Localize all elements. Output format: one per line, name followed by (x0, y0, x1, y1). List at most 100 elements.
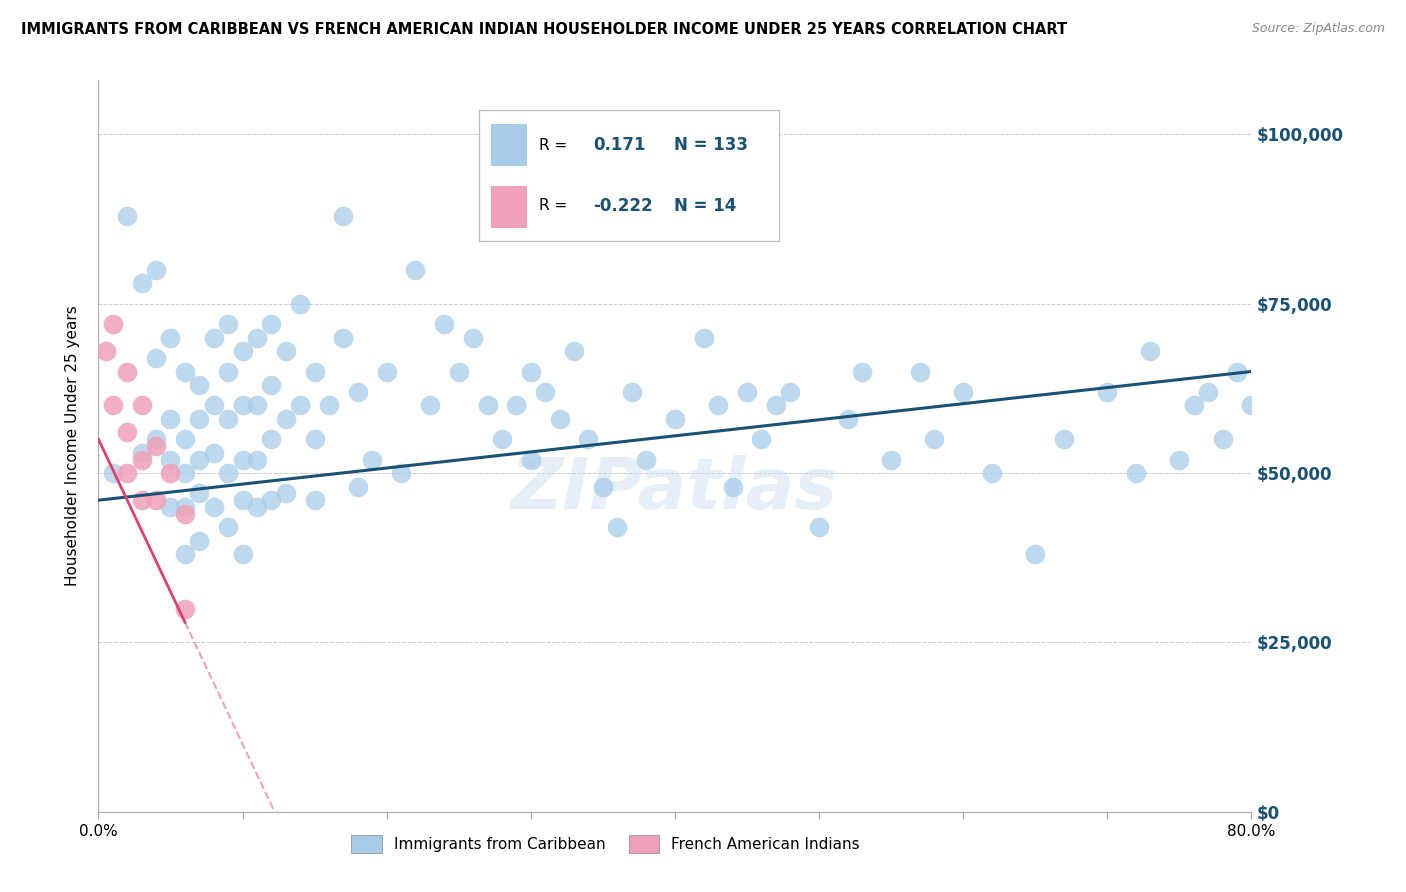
Point (159, 500, 181, 514)
Point (304, 432, 326, 446)
Point (477, 398, 499, 412)
Point (131, 277, 153, 291)
Point (174, 507, 197, 521)
Point (707, 398, 730, 412)
Point (131, 446, 153, 460)
Point (202, 398, 225, 412)
Point (1212, 432, 1234, 446)
Point (274, 412, 297, 426)
Point (231, 452, 254, 467)
Point (188, 378, 211, 392)
Point (117, 425, 139, 440)
Point (145, 263, 167, 277)
Point (246, 331, 269, 345)
Point (202, 331, 225, 345)
Point (174, 601, 197, 615)
Point (505, 398, 527, 412)
Point (246, 452, 269, 467)
Point (159, 412, 181, 426)
Point (260, 432, 283, 446)
Point (1097, 384, 1119, 399)
Point (274, 486, 297, 500)
Point (721, 480, 744, 494)
Point (217, 466, 239, 480)
Point (433, 317, 456, 331)
Point (117, 466, 139, 480)
Point (117, 209, 139, 223)
Point (174, 500, 197, 514)
Point (534, 384, 557, 399)
Point (188, 412, 211, 426)
Point (636, 452, 658, 467)
Point (924, 432, 946, 446)
Point (578, 432, 600, 446)
Point (461, 331, 484, 345)
Point (131, 493, 153, 508)
Point (159, 452, 181, 467)
Point (145, 432, 167, 446)
Point (217, 317, 239, 331)
Point (274, 344, 297, 359)
Point (952, 384, 974, 399)
Point (231, 398, 254, 412)
Point (1226, 364, 1249, 378)
Point (765, 398, 787, 412)
Point (145, 351, 167, 365)
Point (1197, 384, 1219, 399)
Point (332, 209, 354, 223)
Point (145, 439, 167, 453)
Point (419, 398, 441, 412)
Point (1168, 452, 1191, 467)
Point (491, 432, 513, 446)
Point (145, 493, 167, 508)
Point (447, 364, 470, 378)
Point (101, 466, 124, 480)
Point (375, 364, 398, 378)
Point (1139, 344, 1161, 359)
Point (304, 493, 326, 508)
Point (332, 331, 354, 345)
Point (361, 452, 384, 467)
Point (693, 331, 716, 345)
Point (304, 364, 326, 378)
Point (101, 398, 124, 412)
Point (131, 452, 153, 467)
Point (159, 466, 181, 480)
Point (290, 297, 312, 311)
Text: IMMIGRANTS FROM CARIBBEAN VS FRENCH AMERICAN INDIAN HOUSEHOLDER INCOME UNDER 25 : IMMIGRANTS FROM CARIBBEAN VS FRENCH AMER… (21, 22, 1067, 37)
Point (751, 432, 773, 446)
Point (1240, 398, 1263, 412)
Point (1125, 466, 1147, 480)
Point (188, 533, 211, 548)
Point (346, 384, 368, 399)
Point (1182, 398, 1205, 412)
Point (1024, 547, 1046, 561)
Point (520, 364, 543, 378)
Point (131, 398, 153, 412)
Y-axis label: Householder Income Under 25 years: Householder Income Under 25 years (65, 306, 80, 586)
Point (318, 398, 340, 412)
Point (174, 364, 197, 378)
Point (174, 432, 197, 446)
Point (117, 364, 139, 378)
Point (202, 500, 225, 514)
Point (246, 398, 269, 412)
Point (620, 384, 643, 399)
Point (231, 344, 254, 359)
Point (405, 263, 427, 277)
Point (188, 452, 211, 467)
Point (246, 500, 269, 514)
Point (779, 384, 801, 399)
Point (101, 317, 124, 331)
Point (202, 446, 225, 460)
Point (217, 412, 239, 426)
Point (346, 480, 368, 494)
Point (592, 480, 614, 494)
Point (94, 344, 117, 359)
Point (188, 486, 211, 500)
Point (606, 520, 628, 534)
Point (735, 384, 758, 399)
Point (217, 520, 239, 534)
Point (231, 547, 254, 561)
Point (389, 466, 412, 480)
